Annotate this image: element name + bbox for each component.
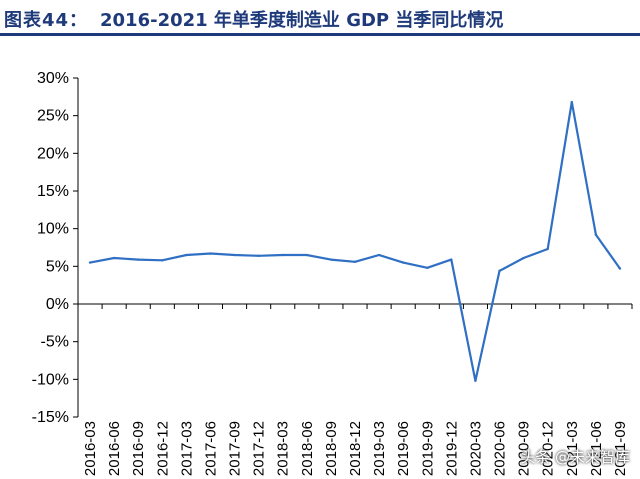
x-tick-label: 2021-06	[588, 421, 605, 476]
x-tick-label: 2018-12	[347, 421, 364, 476]
x-axis: 2016-03 2016-06 2016-09 2016-12 2017-03 2017-…	[77, 303, 633, 476]
y-tick-label: 30%	[37, 70, 69, 87]
y-tick-label: 25%	[37, 108, 69, 125]
data-point	[594, 233, 598, 236]
data-point	[257, 254, 260, 257]
watermark: 头条 @未来智库	[520, 448, 630, 466]
data-point	[329, 258, 333, 261]
y-tick-label: 15%	[37, 183, 69, 200]
x-tick-label: 2018-03	[275, 421, 292, 476]
data-point	[546, 247, 549, 251]
series-line	[89, 100, 621, 382]
data-point	[522, 256, 525, 260]
x-tick-label: 2020-03	[467, 421, 484, 476]
data-point	[401, 261, 405, 264]
data-point	[88, 261, 92, 264]
data-point	[377, 253, 381, 257]
x-tick-label: 2017-06	[202, 421, 219, 476]
y-tick-label: 20%	[37, 145, 69, 162]
y-tick-label: -15%	[32, 409, 69, 426]
x-tick-label: 2018-06	[299, 421, 316, 476]
figure-label: 图表44：	[4, 10, 89, 31]
y-axis: 30% 25% 20% 15% 10% 5% 0% -5% -10% -15%	[32, 70, 79, 426]
data-point	[137, 258, 140, 261]
x-tick-label: 2017-03	[178, 421, 195, 476]
data-point	[281, 253, 284, 257]
data-point	[305, 253, 309, 257]
x-tick-label: 2020-12	[540, 421, 557, 476]
x-tick-label: 2019-12	[443, 421, 460, 476]
x-tick-label: 2018-09	[323, 421, 340, 476]
data-point	[209, 252, 212, 255]
x-tick-label: 2021-03	[564, 421, 581, 476]
data-point	[161, 259, 164, 262]
data-point	[233, 253, 236, 257]
chart-title: 2016-2021 年单季度制造业 GDP 当季同比情况	[100, 10, 504, 31]
data-point	[474, 379, 477, 383]
x-tick-label: 2016-03	[82, 421, 99, 476]
x-tick-label: 2017-09	[227, 421, 244, 476]
x-tick-label: 2016-12	[154, 421, 171, 476]
line-chart: 30%25%20%15%10%5%0%-5%-10%-15% 2016-03 20…	[32, 70, 633, 476]
x-tick-label: 2019-09	[419, 421, 436, 476]
data-point	[185, 253, 188, 257]
x-tick-label: 2020-06	[492, 421, 509, 476]
x-tick-label: 2016-09	[130, 421, 147, 476]
data-point	[498, 269, 501, 273]
x-tick-label: 2017-12	[251, 421, 268, 476]
x-tick-label: 2019-03	[371, 421, 388, 476]
figure-header: 图表44： 2016-2021 年单季度制造业 GDP 当季同比情况	[0, 0, 640, 36]
x-tick-label: 2020-09	[516, 421, 533, 476]
data-point	[353, 260, 357, 264]
y-tick-label: -10%	[32, 371, 69, 388]
x-tick-label: 2019-06	[395, 421, 412, 476]
x-tick-label: 2021-09	[612, 421, 629, 476]
y-tick-label: 10%	[37, 221, 69, 238]
y-tick-label: 0%	[46, 296, 69, 313]
y-tick-label: -5%	[41, 334, 69, 351]
data-point	[570, 100, 573, 104]
data-point	[450, 258, 453, 261]
data-point	[618, 267, 622, 270]
data-point	[112, 256, 116, 260]
series	[88, 100, 622, 383]
x-tick-label: 2016-06	[106, 421, 123, 476]
data-point	[426, 266, 429, 270]
y-tick-label: 5%	[46, 258, 69, 275]
